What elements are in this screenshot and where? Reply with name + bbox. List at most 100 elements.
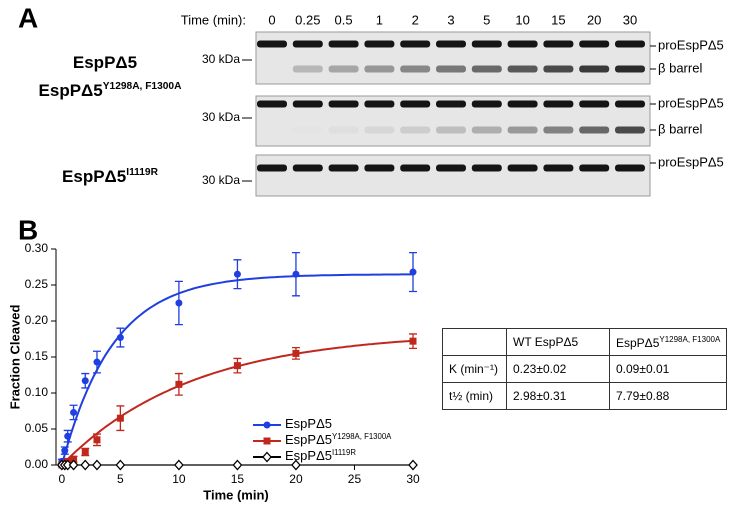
construct-name-superscript: Y1298A, F1300A [103,81,182,92]
data-point [81,448,89,456]
legend-entry-text: EspPΔ5 [285,416,332,431]
band [579,126,610,134]
band [364,126,395,134]
band [507,40,538,48]
data-point [81,377,89,385]
band [543,100,574,108]
table-row: t½ (min) 2.98±0.31 7.79±0.88 [442,382,728,410]
construct-name: EspPΔ5I1119R [62,167,159,186]
table-cell: 2.98±0.31 [506,382,610,410]
band [329,127,359,134]
blot [255,31,651,85]
time-point: 0 [268,12,275,27]
data-point [175,299,183,307]
data-point [292,349,300,357]
band [436,100,466,108]
row-label: t½ (min) [442,382,507,410]
y-tick-label: 0.15 [25,349,49,363]
band [471,126,502,134]
band [328,65,359,73]
table-corner [442,328,507,356]
band [471,100,502,108]
table-header-row: WT EspPΔ5 EspPΔ5Y1298A, F1300A [442,328,728,356]
construct-name-text: EspPΔ5 [62,167,126,186]
data-point [175,380,183,388]
band [507,65,538,73]
data-point [408,459,418,471]
band [579,164,610,172]
band [400,126,431,134]
data-point [232,459,243,471]
data-point [409,268,417,276]
x-tick-label: 15 [231,472,245,486]
size-marker: 30 kDa [202,52,240,66]
y-tick-label: 0.30 [25,241,49,255]
band [292,164,323,172]
data-point [116,334,124,342]
band [257,100,287,108]
band-label: β barrel [658,60,702,75]
data-point [92,459,102,471]
y-tick-label: 0.00 [25,457,49,471]
x-axis-label: Time (min) [203,487,269,502]
band-label: proEspPΔ5 [658,154,724,169]
table-header-cell: EspPΔ5Y1298A, F1300A [608,328,728,356]
band [328,100,359,108]
band [257,164,287,172]
legend-entry: EspPΔ5 [285,416,332,431]
data-point [291,459,301,471]
data-point [61,447,69,455]
band [436,126,466,134]
data-point [174,459,184,471]
y-tick-label: 0.10 [25,385,49,399]
band [400,164,431,172]
band [507,100,538,108]
legend-marker [263,421,271,429]
band [257,40,287,48]
band [400,100,431,108]
construct-name: EspPΔ5 [73,53,137,72]
band [436,40,466,48]
x-tick-label: 10 [172,472,186,486]
band [364,164,395,172]
band-label: proEspPΔ5 [658,95,724,110]
data-point [93,358,101,366]
table-header-cell: WT EspPΔ5 [506,328,610,356]
time-point: 0.5 [335,12,353,27]
size-marker: 30 kDa [202,173,240,187]
size-marker: 30 kDa [202,110,240,124]
data-point [409,337,417,345]
band-label: β barrel [658,121,702,136]
legend-entry-text: EspPΔ5 [285,448,332,463]
data-point [64,432,72,440]
data-point [70,408,78,416]
table-cell: 0.23±0.02 [506,355,610,383]
data-point [68,459,79,471]
time-point: 15 [551,12,565,27]
data-point [93,436,101,444]
band [579,100,610,108]
blot [255,154,651,197]
band [615,40,645,48]
header-text: EspPΔ5 [616,335,660,350]
legend-entry-superscript: Y1298A, F1300A [332,432,392,441]
data-point [233,362,241,370]
legend-marker [263,437,271,445]
data-point [233,270,241,278]
band [436,164,466,172]
legend-entry: EspPΔ5Y1298A, F1300A [285,432,392,448]
legend-entry-superscript: I1119R [332,448,356,457]
band [579,65,610,73]
x-tick-label: 0 [59,472,66,486]
table-cell: 0.09±0.01 [608,355,728,383]
table-row: K (min⁻¹) 0.23±0.02 0.09±0.01 [442,355,728,383]
band [615,65,645,73]
time-point: 3 [447,12,454,27]
band [471,40,502,48]
x-tick-label: 5 [117,472,124,486]
band [507,164,538,172]
band [400,40,431,48]
data-point [80,459,91,471]
